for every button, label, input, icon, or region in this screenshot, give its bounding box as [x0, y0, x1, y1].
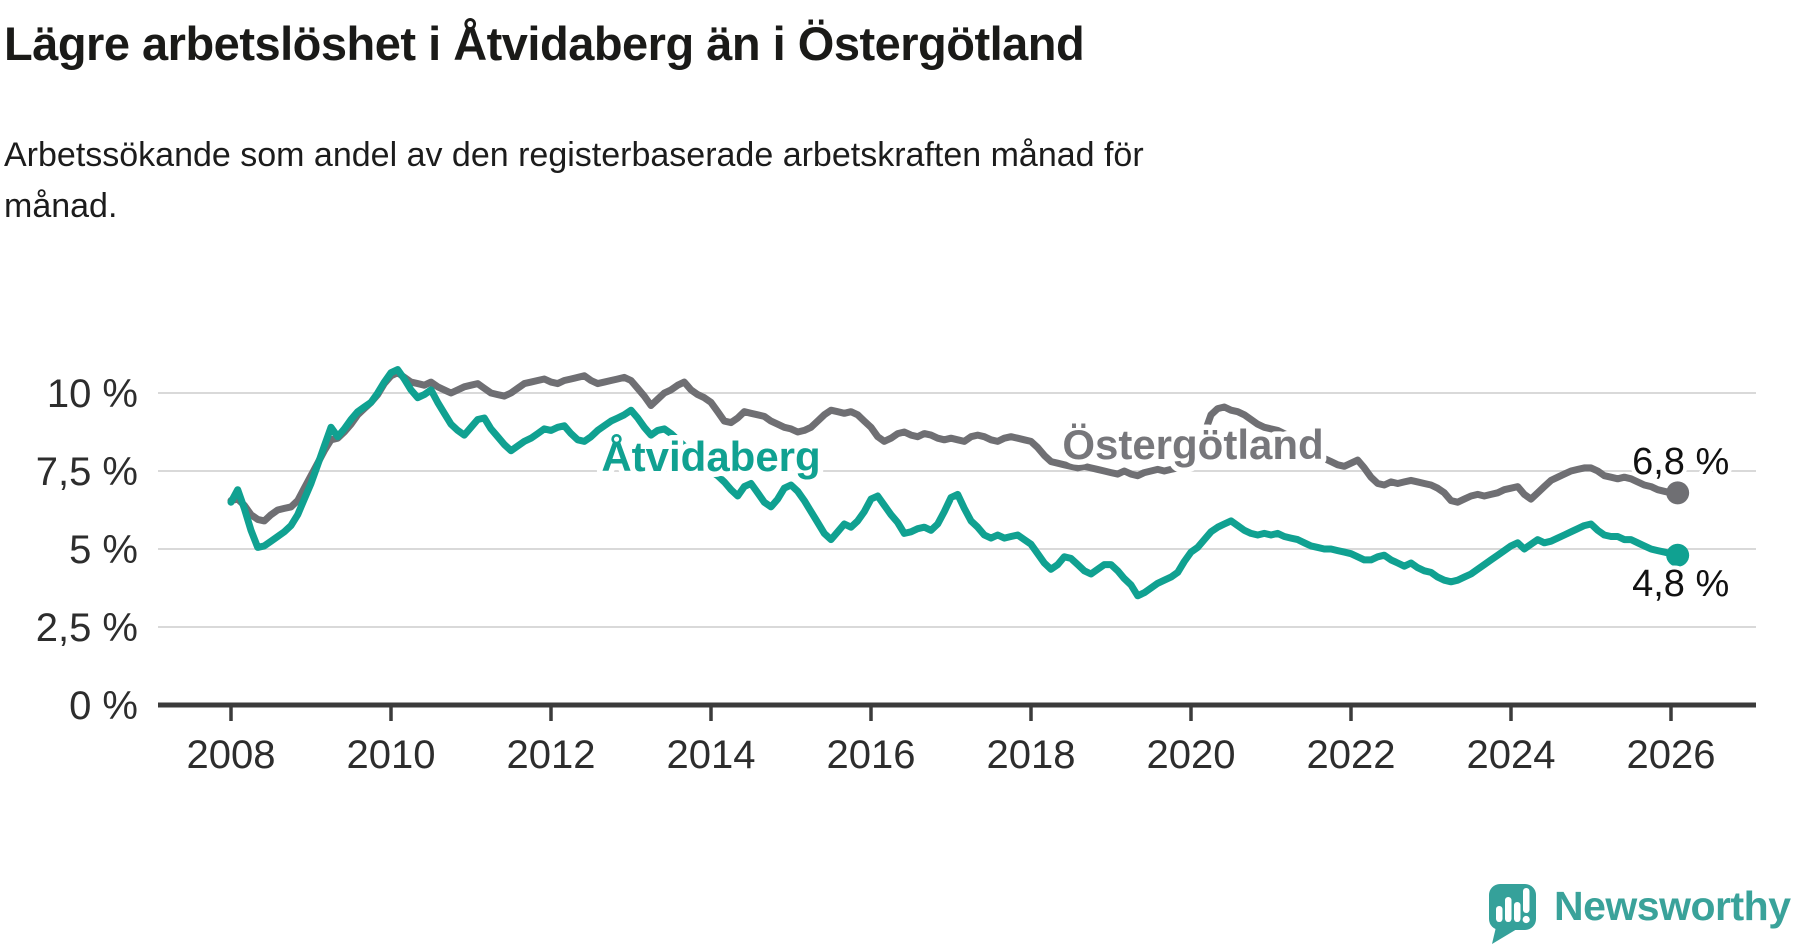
x-tick-label: 2016 — [827, 733, 916, 777]
newsworthy-logo: Newsworthy — [1488, 880, 1791, 946]
x-tick-label: 2010 — [347, 733, 436, 777]
newsworthy-bar-chart-bubble-icon — [1489, 884, 1536, 944]
series-end-value-östergötland: 6,8 % — [1632, 441, 1729, 483]
x-tick-label: 2018 — [987, 733, 1076, 777]
page-title: Lägre arbetslöshet i Åtvidaberg än i Öst… — [4, 17, 1085, 70]
series-label-åtvidaberg: Åtvidaberg — [601, 433, 820, 480]
subtitle-line-1: Arbetssökande som andel av den registerb… — [4, 136, 1144, 174]
x-tick-label: 2020 — [1147, 733, 1236, 777]
series-line-åtvidaberg — [227, 366, 1682, 600]
series-end-value-åtvidaberg: 4,8 % — [1632, 563, 1729, 605]
y-tick-label: 10 % — [47, 372, 138, 416]
series-end-dot-åtvidaberg — [1666, 543, 1690, 567]
x-tick-label: 2012 — [507, 733, 596, 777]
x-tick-label: 2008 — [187, 733, 276, 777]
chart-subtitle: Arbetssökande som andel av den registerb… — [4, 130, 1144, 232]
y-tick-label: 7,5 % — [36, 450, 138, 494]
series-end-dot-östergötland — [1666, 481, 1690, 505]
y-tick-label: 0 % — [69, 684, 138, 728]
logo-text: Newsworthy — [1554, 882, 1791, 929]
x-tick-label: 2022 — [1307, 733, 1396, 777]
y-tick-label: 5 % — [69, 528, 138, 572]
series-label-östergötland: Östergötland — [1062, 421, 1323, 468]
y-tick-label: 2,5 % — [36, 606, 138, 650]
series-line-östergötland — [227, 369, 1682, 525]
x-tick-label: 2026 — [1627, 733, 1716, 777]
x-tick-label: 2024 — [1467, 733, 1556, 777]
x-tick-label: 2014 — [667, 733, 756, 777]
subtitle-line-2: månad. — [4, 187, 118, 225]
